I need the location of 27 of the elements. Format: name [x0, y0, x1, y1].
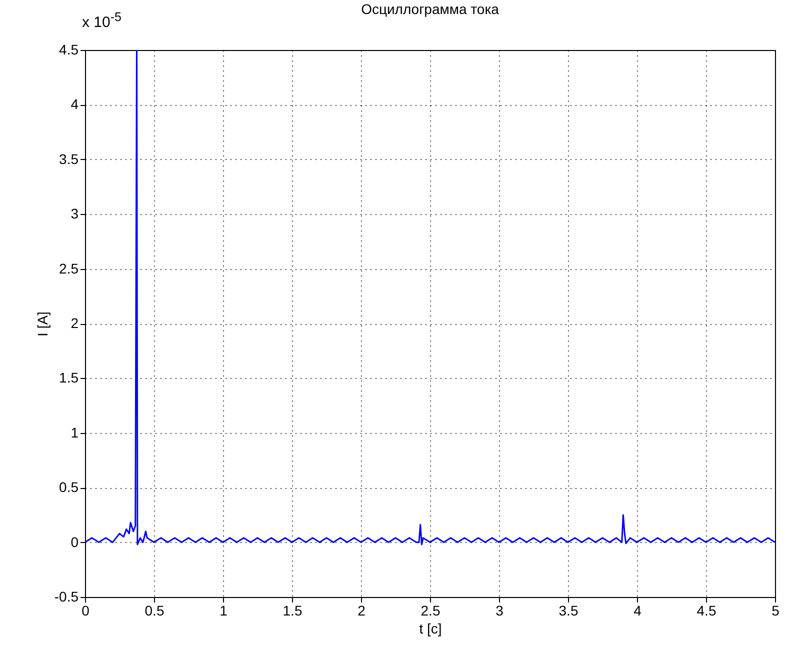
y-tick-label: 2: [70, 315, 79, 331]
x-tick-label: 0.5: [144, 602, 164, 618]
x-tick-label: 1.5: [282, 602, 302, 618]
y-tick-label: 0.5: [59, 479, 79, 496]
y-tick-label: 4: [70, 96, 79, 112]
y-tick-label: 0: [70, 534, 79, 550]
x-tick-label: 3: [496, 602, 504, 618]
x-tick-label: 2.5: [420, 602, 440, 618]
y-tick-label: 3.5: [59, 150, 79, 167]
y-tick-label: 4.5: [59, 42, 79, 58]
x-tick-label: 1: [220, 602, 228, 618]
chart-title: Осциллограмма тока: [361, 1, 500, 17]
text: x 10$^{-5}$: [82, 10, 122, 31]
x-axis-title: t [c]: [419, 620, 442, 636]
y-tick-label: 3: [70, 206, 79, 222]
x-tick-label: 4.5: [696, 602, 716, 618]
y-tick-label: -0.5: [54, 588, 79, 604]
x-tick-label: 2: [358, 602, 366, 618]
y-tick-label: 1: [70, 424, 79, 440]
y-tick-label: 2.5: [59, 260, 79, 276]
y-axis-title: I [A]: [34, 312, 50, 336]
x-tick-label: 0: [82, 602, 90, 618]
line-series: [85, 50, 775, 546]
x-tick-label: 5: [772, 602, 780, 618]
x-tick-label: 4: [634, 602, 642, 618]
x-tick-label: 3.5: [558, 602, 578, 618]
y-tick-label: 1.5: [59, 370, 79, 386]
